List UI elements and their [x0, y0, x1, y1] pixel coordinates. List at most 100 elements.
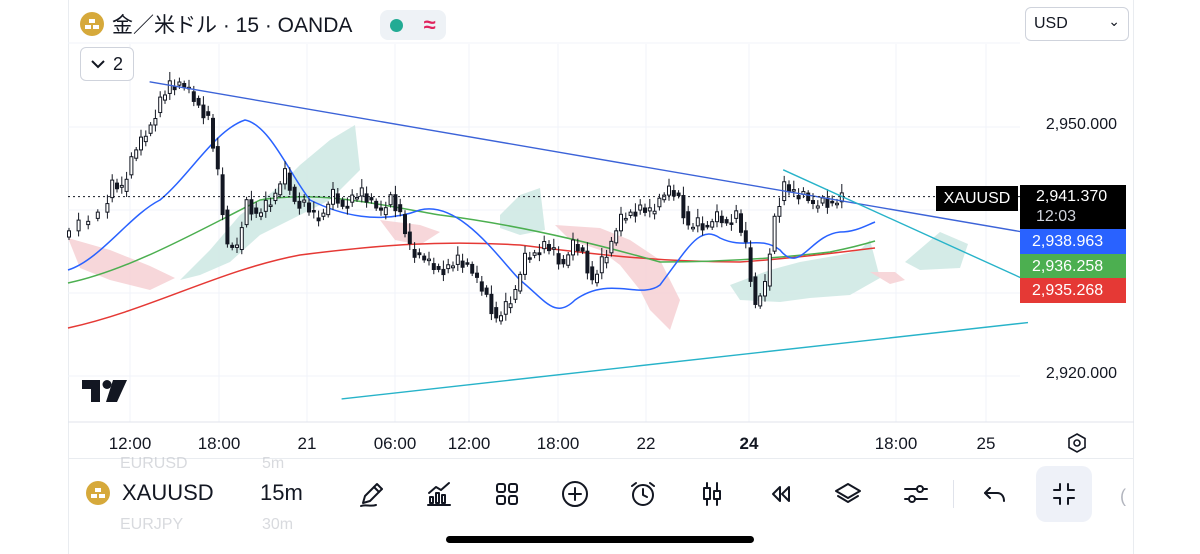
candle-body — [379, 207, 383, 211]
ghost-symbol: EURUSD — [120, 455, 188, 472]
candle-body — [403, 214, 407, 235]
candle-body — [657, 197, 662, 208]
candle-body — [311, 209, 316, 213]
indicators-collapse-button[interactable]: 2 — [80, 47, 134, 81]
alert-button[interactable] — [625, 476, 661, 512]
more-icon[interactable]: ( — [1120, 486, 1126, 506]
candle-body — [623, 217, 628, 221]
candle-body — [422, 255, 427, 261]
draw-tool-button[interactable] — [354, 476, 390, 512]
candle-body — [119, 184, 124, 188]
candle-body — [86, 220, 91, 226]
candle-body — [283, 168, 287, 185]
candle-body — [633, 211, 638, 217]
candle-body — [148, 124, 153, 134]
undo-button[interactable] — [977, 476, 1013, 512]
candle-body — [388, 194, 393, 206]
ma-green-line — [67, 195, 876, 284]
candle-body — [407, 231, 412, 245]
ghost-interval: 30m — [262, 516, 294, 533]
candle-body — [551, 247, 556, 250]
candle-body — [249, 199, 254, 215]
candle-body — [215, 146, 220, 170]
delayed-data-icon: ≈ — [423, 12, 436, 37]
candle-body — [643, 207, 647, 213]
cloud-area — [730, 240, 880, 302]
indicators-button[interactable] — [421, 476, 457, 512]
candle-body — [686, 211, 691, 226]
candle-body — [619, 213, 623, 232]
layouts-button[interactable] — [489, 476, 525, 512]
candle-body — [158, 96, 163, 114]
candle-body — [431, 263, 436, 271]
cloud-area — [905, 232, 968, 270]
candle-body — [307, 202, 311, 213]
candle-body — [791, 189, 796, 192]
object-tree-button[interactable] — [830, 476, 866, 512]
candle-body — [95, 211, 100, 219]
candle-body — [523, 252, 527, 275]
tradingview-logo[interactable] — [82, 380, 128, 402]
ghost-interval: 5m — [262, 455, 285, 472]
fullscreen-exit-button[interactable] — [1036, 466, 1092, 522]
candle-body — [671, 190, 676, 197]
market-status[interactable]: ≈ — [380, 10, 446, 40]
candle-body — [297, 200, 302, 209]
settings-button[interactable] — [898, 476, 934, 512]
candle-body — [177, 81, 182, 86]
cloud-area — [870, 272, 905, 284]
candle-body — [455, 254, 460, 265]
toolbar-interval-button[interactable]: 15m — [260, 480, 303, 505]
settings-hex-icon[interactable] — [1066, 432, 1088, 454]
ma-label-blue: 2,938.963 — [1020, 229, 1126, 254]
symbol-title[interactable]: 金／米ドル · 15 · OANDA — [80, 9, 352, 39]
candle-body — [129, 156, 134, 176]
candle-body — [355, 196, 359, 200]
time-axis-label: 18:00 — [536, 434, 580, 453]
pen-icon — [360, 483, 383, 507]
candle-body — [719, 215, 724, 224]
cloud-area — [555, 225, 680, 330]
time-axis-label: 25 — [976, 434, 996, 453]
replay-button[interactable] — [762, 476, 798, 512]
candle-body — [225, 209, 230, 245]
toolbar-symbol-button[interactable]: XAUUSD — [86, 480, 214, 506]
rewind-icon — [772, 486, 790, 502]
candle-body — [350, 194, 355, 203]
trendline — [782, 169, 1029, 282]
layers-icon — [835, 483, 861, 503]
candle-body — [585, 250, 590, 274]
candle-body — [412, 249, 417, 258]
candle-body — [393, 194, 398, 212]
candle-body — [830, 200, 835, 204]
currency-select[interactable]: USD ⌄ — [1025, 7, 1129, 41]
chart-type-button[interactable] — [694, 476, 730, 512]
candle-body — [326, 203, 331, 216]
candle-body — [691, 226, 695, 230]
candle-body — [124, 178, 129, 192]
plus-circle-icon — [562, 481, 588, 507]
candle-body — [494, 307, 499, 319]
candle-body — [662, 194, 667, 201]
candle-body — [796, 195, 801, 200]
last-price-label: 2,941.370 12:03 — [1020, 185, 1126, 229]
candle-body — [244, 199, 249, 226]
add-button[interactable] — [557, 476, 593, 512]
candle-body — [316, 217, 321, 222]
candle-body — [566, 254, 571, 266]
ma-label-green: 2,936.258 — [1020, 254, 1126, 279]
candle-body — [335, 193, 340, 204]
candle-body — [211, 117, 215, 149]
chart-frame — [68, 0, 1134, 554]
ma-label-red: 2,935.268 — [1020, 278, 1126, 303]
collapse-arrows-icon — [1053, 483, 1075, 505]
candle-body — [787, 184, 791, 193]
candle-body — [748, 247, 753, 282]
time-axis-label: 18:00 — [197, 434, 241, 453]
candle-body — [153, 118, 158, 126]
candle-body — [345, 205, 350, 209]
last-price-value: 2,941.370 — [1036, 188, 1108, 205]
candle-body — [268, 204, 273, 208]
price-axis-label: 2,950.000 — [1045, 116, 1117, 133]
